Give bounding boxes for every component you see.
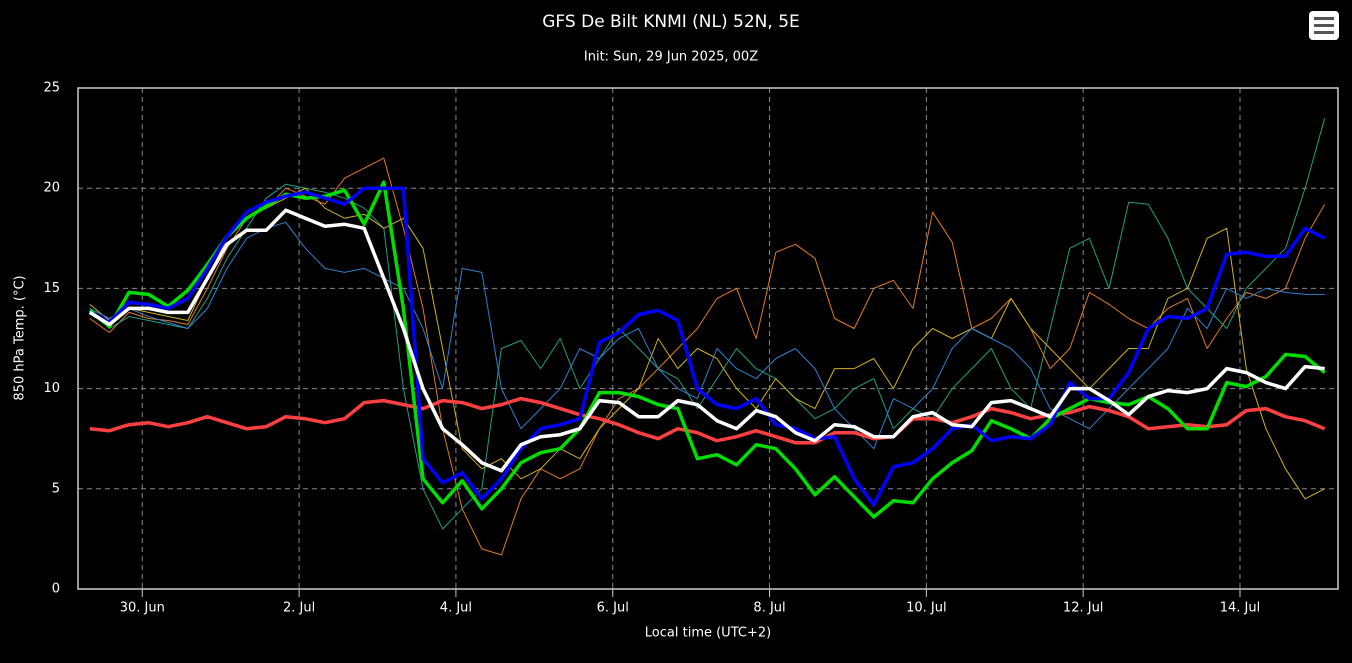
y-tick-label: 5 [52, 481, 60, 496]
x-axis-label: Local time (UTC+2) [645, 626, 771, 641]
x-tick-label: 14. Jul [1220, 601, 1261, 616]
x-tick-label: 8. Jul [753, 601, 785, 616]
chart-title: GFS De Bilt KNMI (NL) 52N, 5E [542, 12, 800, 32]
member-line [89, 117, 1326, 530]
y-axis-label: 850 hPa Temp. (°C) [13, 275, 28, 400]
lines [88, 117, 1326, 556]
x-tick-label: 12. Jul [1063, 601, 1104, 616]
chart-subtitle: Init: Sun, 29 Jun 2025, 00Z [584, 50, 758, 65]
x-tick-label: 4. Jul [440, 601, 472, 616]
grid [78, 87, 1338, 590]
y-tick-label: 15 [43, 281, 60, 296]
y-tick-label: 0 [52, 582, 60, 597]
series-line [88, 186, 1326, 507]
member-line [89, 187, 1325, 500]
x-tick-label: 10. Jul [906, 601, 947, 616]
x-tick-label: 30. Jun [120, 601, 165, 616]
menu-button[interactable] [1309, 11, 1339, 40]
x-tick-label: 6. Jul [597, 601, 629, 616]
series-line [88, 208, 1325, 473]
member-line [89, 221, 1325, 450]
x-tick-label: 2. Jul [283, 601, 315, 616]
member-line [89, 157, 1326, 556]
tick-labels: 0 5 10 15 20 25 30. Jun 2. Jul 4. Jul 6. Jul 8. Ju… [43, 81, 1260, 616]
y-tick-label: 20 [43, 181, 60, 196]
plot-border [77, 87, 1339, 590]
series-line [89, 396, 1326, 445]
y-tick-label: 25 [43, 81, 60, 96]
y-tick-label: 10 [43, 381, 60, 396]
series-line [88, 180, 1326, 519]
